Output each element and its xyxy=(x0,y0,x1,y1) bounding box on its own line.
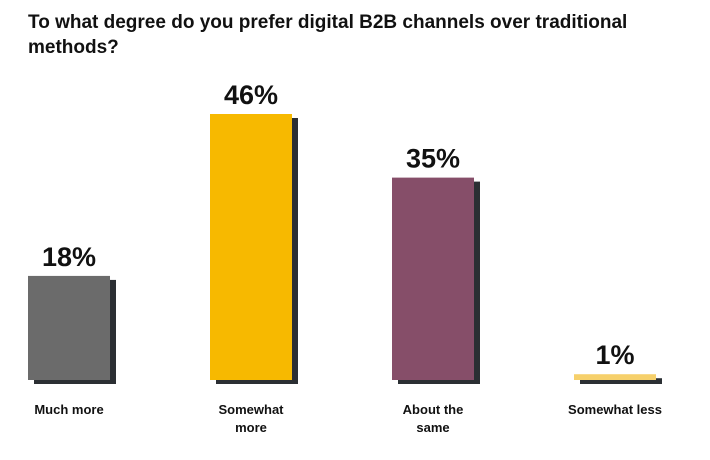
category-label-line: Much more xyxy=(34,402,103,417)
category-label: Somewhat more xyxy=(218,402,284,435)
category-label-line: Somewhat xyxy=(218,402,284,417)
category-label: Somewhat less xyxy=(568,402,662,417)
value-label: 18% xyxy=(42,242,96,272)
category-label-line: About the xyxy=(403,402,464,417)
category-label: Much more xyxy=(34,402,103,417)
bar-somewhat-more xyxy=(210,114,292,380)
category-label: About the same xyxy=(403,402,464,435)
bar-about-the-same xyxy=(392,177,474,380)
bar-somewhat-less xyxy=(574,374,656,380)
bar-much-more xyxy=(28,275,110,380)
category-label-line: Somewhat less xyxy=(568,402,662,417)
value-label: 35% xyxy=(406,144,460,174)
value-label: 1% xyxy=(595,340,634,370)
chart-title: To what degree do you prefer digital B2B… xyxy=(28,12,628,58)
category-label-line: same xyxy=(416,420,449,435)
bar-shadow xyxy=(580,378,662,384)
value-label: 46% xyxy=(224,80,278,110)
category-label-line: more xyxy=(235,420,267,435)
